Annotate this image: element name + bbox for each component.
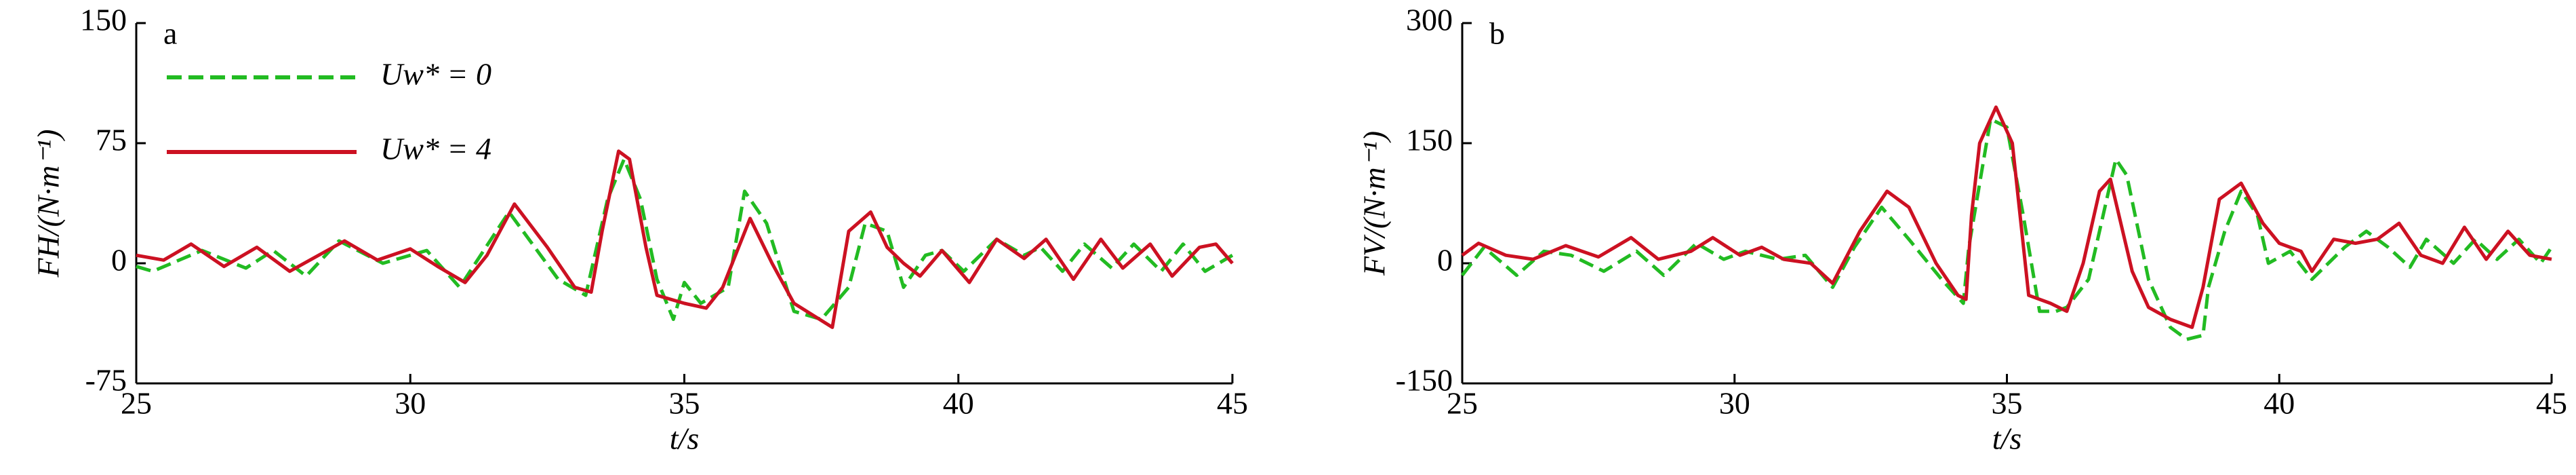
x-tick-label: 40 — [943, 386, 974, 421]
y-axis-label: FH/(N·m⁻¹) — [31, 129, 66, 278]
x-tick-label: 45 — [1217, 386, 1248, 421]
y-tick-label: 150 — [80, 3, 127, 37]
panel-label: a — [163, 16, 177, 51]
x-tick-label: 30 — [395, 386, 426, 421]
y-tick-label: 0 — [1437, 243, 1453, 278]
legend-label: Uw* = 4 — [380, 132, 491, 166]
y-tick-label: 75 — [96, 123, 127, 157]
y-tick-label: 0 — [111, 243, 127, 278]
series-line — [1461, 105, 2552, 329]
x-tick-label: 35 — [1992, 386, 2023, 421]
y-tick-label: 300 — [1406, 3, 1453, 37]
legend-label: Uw* = 0 — [380, 57, 491, 92]
x-tick-label: 45 — [2536, 386, 2567, 421]
panel-label: b — [1489, 16, 1505, 51]
y-axis-label: FV/(N·m⁻¹) — [1357, 131, 1392, 276]
x-axis-label: t/s — [670, 421, 699, 456]
x-axis-label: t/s — [1992, 421, 2021, 456]
series-line — [136, 149, 1234, 329]
y-tick-label: 150 — [1406, 123, 1453, 157]
x-tick-label: 25 — [121, 386, 152, 421]
y-tick-label: -75 — [85, 363, 127, 398]
x-tick-label: 30 — [1719, 386, 1750, 421]
x-tick-label: 35 — [669, 386, 700, 421]
y-tick-label: -150 — [1396, 363, 1453, 398]
x-tick-label: 40 — [2263, 386, 2295, 421]
series-line — [136, 157, 1234, 322]
x-tick-label: 25 — [1447, 386, 1478, 421]
